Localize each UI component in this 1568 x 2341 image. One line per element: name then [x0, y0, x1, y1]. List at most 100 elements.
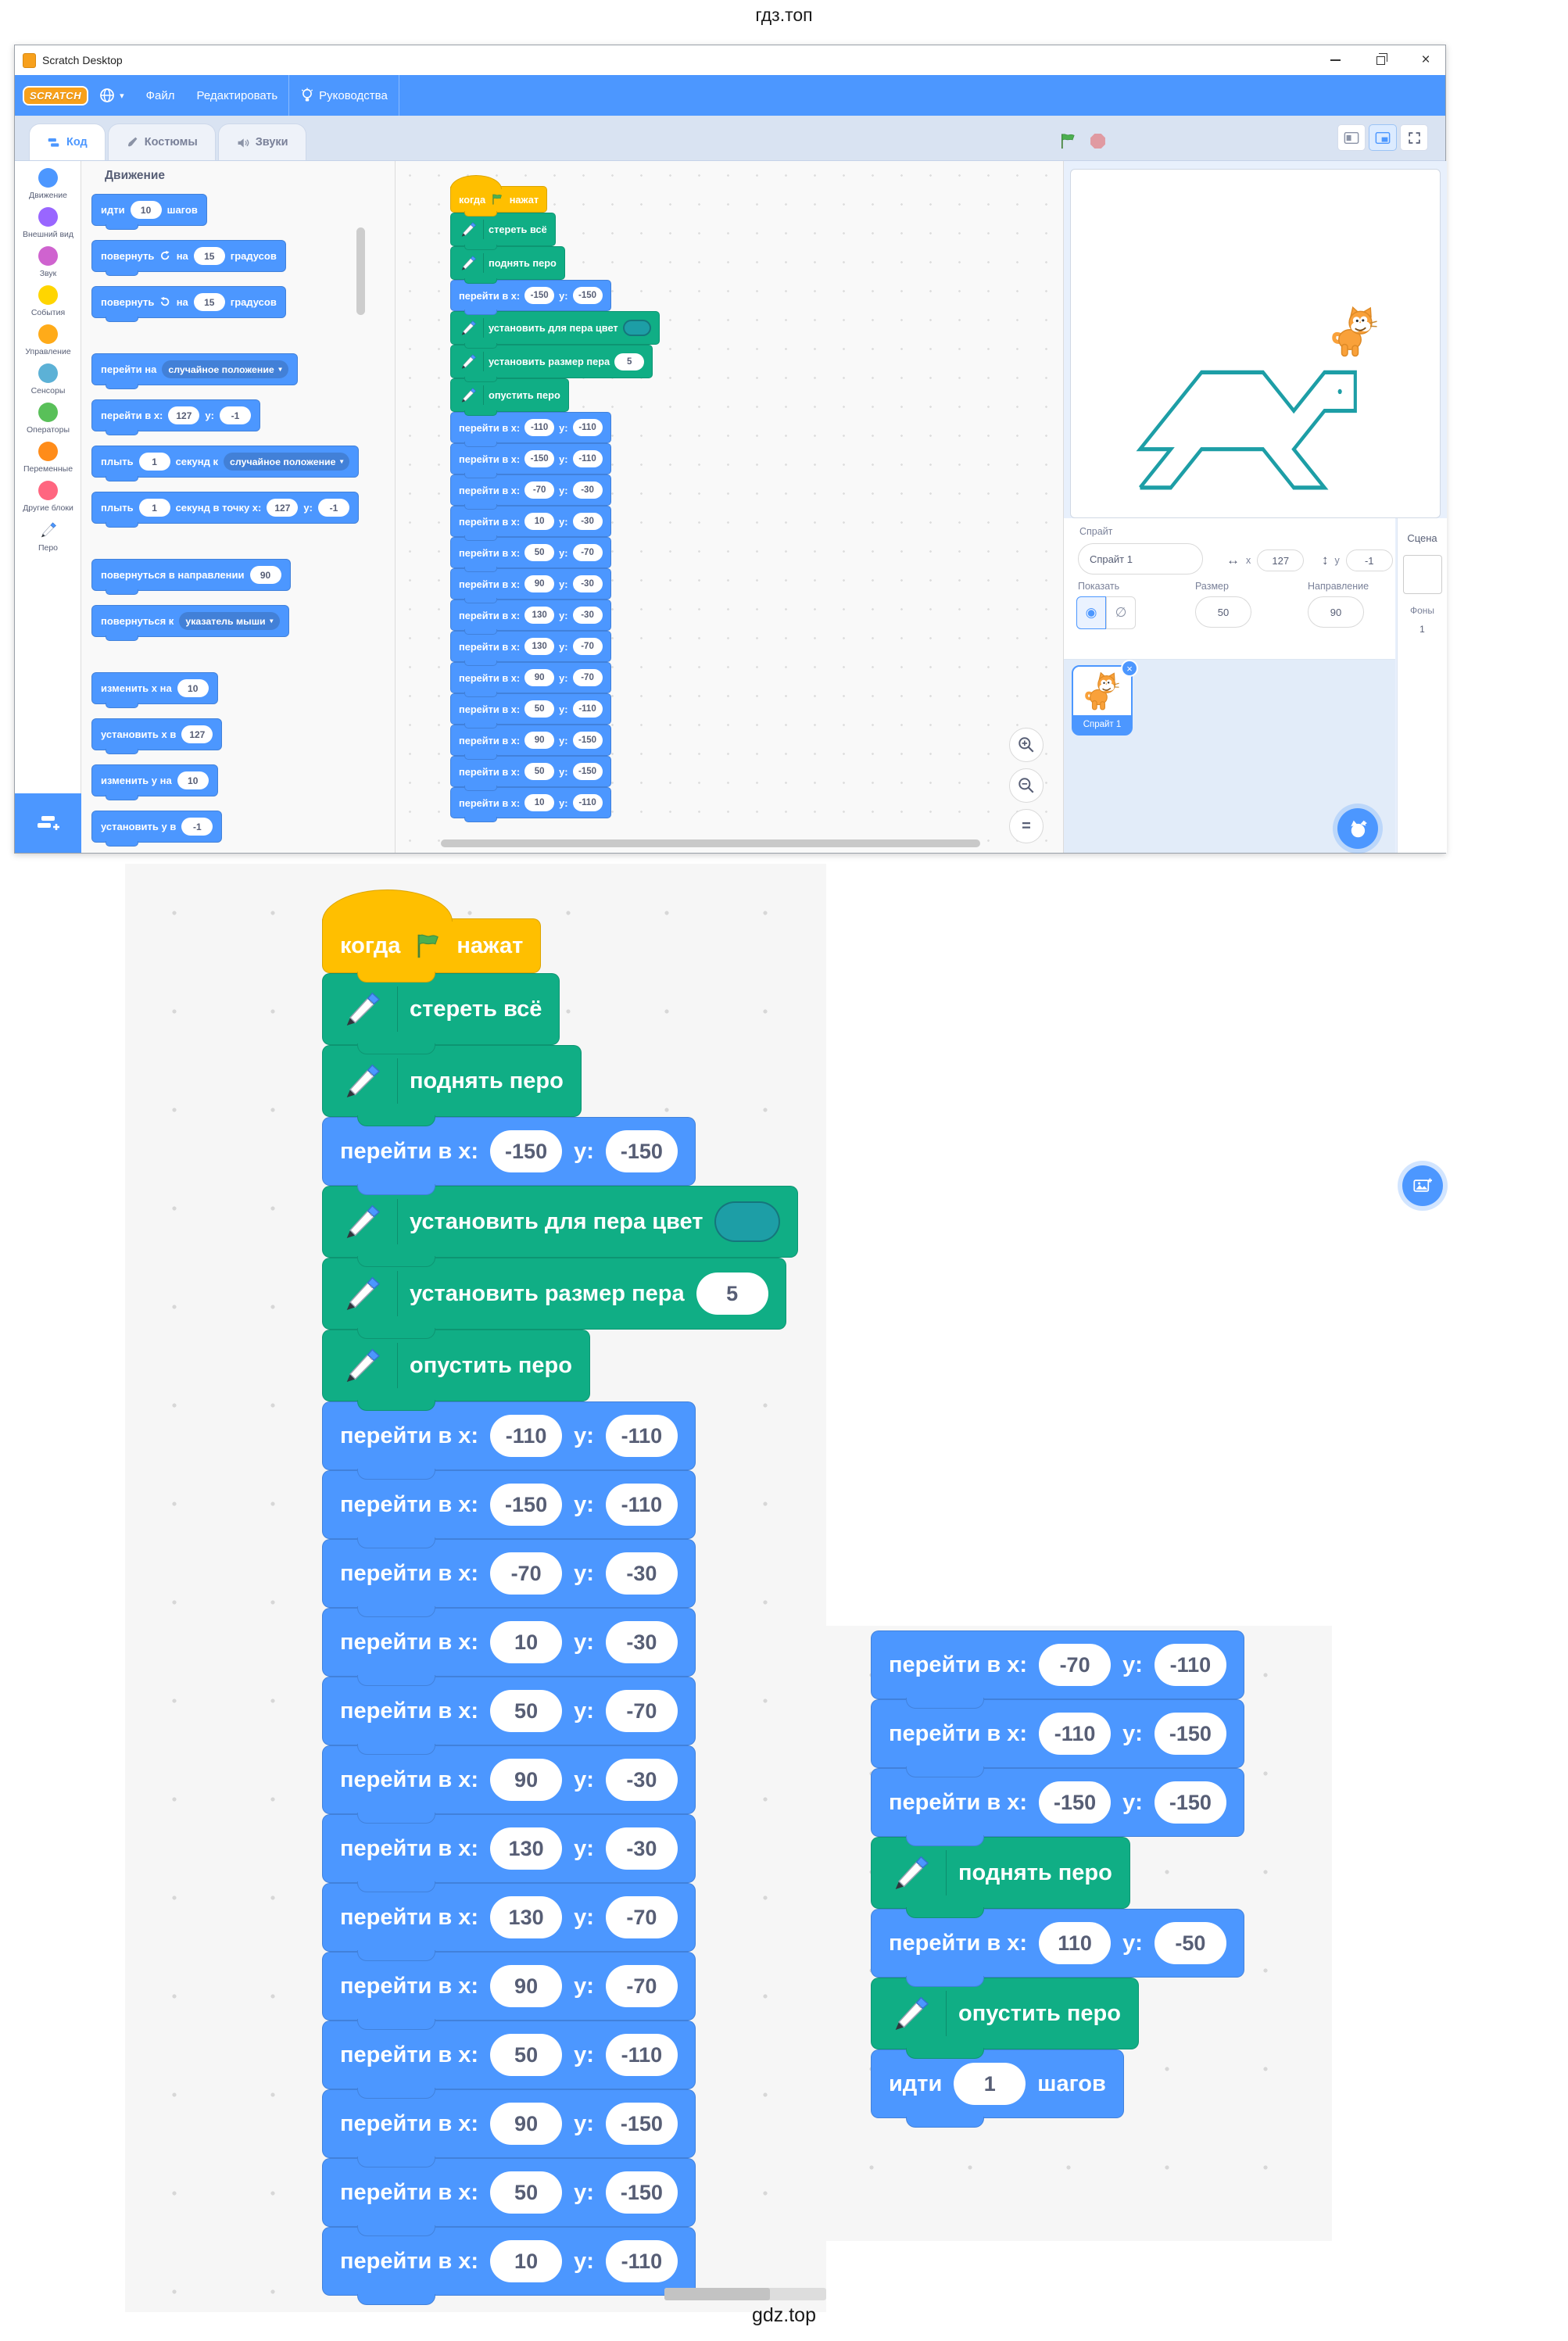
block-input[interactable]: -150: [524, 450, 555, 467]
scratch-block[interactable]: опустить перо: [871, 1978, 1139, 2059]
scratch-block[interactable]: перейти в x: -70 y: -30: [322, 1539, 696, 1618]
show-sprite-button[interactable]: ◉: [1076, 596, 1106, 629]
block-input[interactable]: -70: [572, 638, 603, 655]
block-input[interactable]: -30: [605, 1621, 678, 1664]
zoom-out-button[interactable]: [1009, 768, 1044, 803]
pen-color-swatch[interactable]: [714, 1201, 781, 1243]
scratch-block[interactable]: поднять перо: [871, 1837, 1130, 1918]
block-input[interactable]: -50: [1154, 1922, 1226, 1964]
scratch-block[interactable]: перейти в x: 50 y: -70: [322, 1677, 696, 1756]
scratch-block[interactable]: идти 1 шагов: [871, 2049, 1124, 2128]
scratch-block[interactable]: перейти в x: 90 y: -30: [450, 568, 611, 603]
block-input[interactable]: 90: [524, 669, 555, 686]
block-input[interactable]: -110: [572, 794, 603, 811]
scratch-block[interactable]: перейти в x: 90 y: -150: [450, 725, 611, 760]
sidebar-item-motion[interactable]: Движение: [15, 161, 81, 200]
tab-code[interactable]: Код: [29, 123, 106, 160]
restore-button[interactable]: [1372, 52, 1389, 69]
block-input[interactable]: 1: [138, 453, 170, 471]
block-input[interactable]: -150: [605, 1130, 678, 1173]
scratch-logo[interactable]: SCRATCH: [23, 85, 89, 106]
tab-sounds[interactable]: Звуки: [217, 123, 306, 160]
block-input[interactable]: 10: [130, 201, 162, 219]
block-input[interactable]: 10: [524, 794, 555, 811]
block-input[interactable]: -110: [572, 419, 603, 436]
block-input[interactable]: 50: [490, 1690, 563, 1733]
block-input[interactable]: -70: [605, 1896, 678, 1939]
block-input[interactable]: 10: [177, 771, 209, 789]
block-input[interactable]: 127: [168, 406, 200, 424]
block-input[interactable]: -150: [1154, 1781, 1226, 1824]
scratch-block[interactable]: когда нажат: [322, 889, 542, 983]
block-input[interactable]: -70: [572, 544, 603, 561]
scratch-block[interactable]: перейти в x: 50 y: -150: [450, 756, 611, 791]
block-input[interactable]: 10: [177, 679, 209, 697]
sidebar-item-control[interactable]: Управление: [15, 317, 81, 356]
scratch-block[interactable]: плыть 1 секунд к случайное положение ▾: [91, 446, 360, 481]
block-input[interactable]: -70: [572, 669, 603, 686]
scratch-block[interactable]: плыть 1 секунд в точку x: 127 y: -1: [91, 492, 359, 528]
scratch-block[interactable]: установить y в -1: [91, 811, 223, 847]
scratch-block[interactable]: стереть всё: [322, 973, 560, 1055]
scratch-block[interactable]: перейти в x: 10 y: -30: [450, 506, 611, 541]
block-input[interactable]: -30: [572, 481, 603, 499]
scratch-block[interactable]: перейти в x: -70 y: -30: [450, 474, 611, 510]
block-input[interactable]: 15: [193, 293, 225, 311]
direction-input[interactable]: 90: [1308, 596, 1364, 628]
block-input[interactable]: -150: [524, 287, 555, 304]
scratch-block[interactable]: перейти в x: -150 y: -110: [450, 443, 611, 478]
sidebar-item-events[interactable]: События: [15, 278, 81, 317]
block-dropdown[interactable]: случайное положение ▾: [162, 360, 288, 378]
normal-stage-button[interactable]: [1369, 124, 1397, 151]
block-input[interactable]: 5: [696, 1273, 768, 1315]
zoomed-horizontal-scrollbar[interactable]: [664, 2288, 826, 2300]
small-stage-button[interactable]: [1337, 124, 1366, 151]
sidebar-item-variables[interactable]: Переменные: [15, 435, 81, 474]
sidebar-item-sound[interactable]: Звук: [15, 239, 81, 278]
block-input[interactable]: -110: [605, 1484, 678, 1527]
scratch-block[interactable]: перейти в x: 130 y: -70: [450, 631, 611, 666]
block-input[interactable]: -30: [572, 575, 603, 592]
block-input[interactable]: -30: [605, 1827, 678, 1870]
scratch-block[interactable]: установить для пера цвет: [450, 311, 660, 349]
block-input[interactable]: 90: [490, 1759, 563, 1802]
scratch-block[interactable]: перейти в x: 50 y: -110: [450, 693, 611, 728]
scratch-block[interactable]: перейти в x: -110 y: -150: [871, 1699, 1244, 1777]
pen-color-swatch[interactable]: [622, 320, 651, 336]
block-input[interactable]: -110: [524, 419, 555, 436]
block-input[interactable]: -150: [572, 287, 603, 304]
menu-tutorials[interactable]: Руководства: [289, 75, 399, 116]
menu-file[interactable]: Файл: [145, 88, 175, 102]
scratch-block[interactable]: установить для пера цвет: [322, 1186, 799, 1268]
scratch-block[interactable]: перейти в x: 90 y: -70: [322, 1952, 696, 2031]
stage[interactable]: [1070, 169, 1441, 518]
scratch-block[interactable]: когда нажат: [450, 175, 548, 217]
zoom-reset-button[interactable]: =: [1009, 809, 1044, 843]
scratch-block[interactable]: опустить перо: [322, 1330, 590, 1412]
block-input[interactable]: 10: [490, 1621, 563, 1664]
block-input[interactable]: -150: [1154, 1713, 1226, 1755]
scratch-block[interactable]: повернуть на 15 градусов: [91, 240, 286, 276]
scratch-block[interactable]: установить размер пера 5: [450, 345, 653, 382]
block-input[interactable]: -70: [605, 1965, 678, 2008]
block-input[interactable]: 110: [1039, 1922, 1112, 1964]
scratch-block[interactable]: перейти в x: 50 y: -70: [450, 537, 611, 572]
block-input[interactable]: -30: [605, 1552, 678, 1595]
sidebar-item-myblocks[interactable]: Другие блоки: [15, 474, 81, 513]
block-input[interactable]: -110: [1039, 1713, 1112, 1755]
block-input[interactable]: 130: [490, 1896, 563, 1939]
block-input[interactable]: -110: [572, 700, 603, 718]
scratch-block[interactable]: поднять перо: [450, 246, 565, 284]
block-input[interactable]: -30: [572, 513, 603, 530]
block-input[interactable]: -150: [490, 1484, 563, 1527]
add-extension-button[interactable]: [15, 793, 81, 853]
scratch-block[interactable]: перейти в x: 90 y: -30: [322, 1745, 696, 1824]
scratch-block[interactable]: перейти в x: -150 y: -110: [322, 1470, 696, 1549]
sidebar-item-operators[interactable]: Операторы: [15, 396, 81, 435]
zoom-in-button[interactable]: [1009, 728, 1044, 762]
block-input[interactable]: -150: [572, 763, 603, 780]
block-input[interactable]: -1: [181, 818, 213, 836]
sidebar-item-sensing[interactable]: Сенсоры: [15, 356, 81, 396]
block-input[interactable]: -150: [605, 2103, 678, 2146]
block-input[interactable]: 50: [490, 2171, 563, 2214]
